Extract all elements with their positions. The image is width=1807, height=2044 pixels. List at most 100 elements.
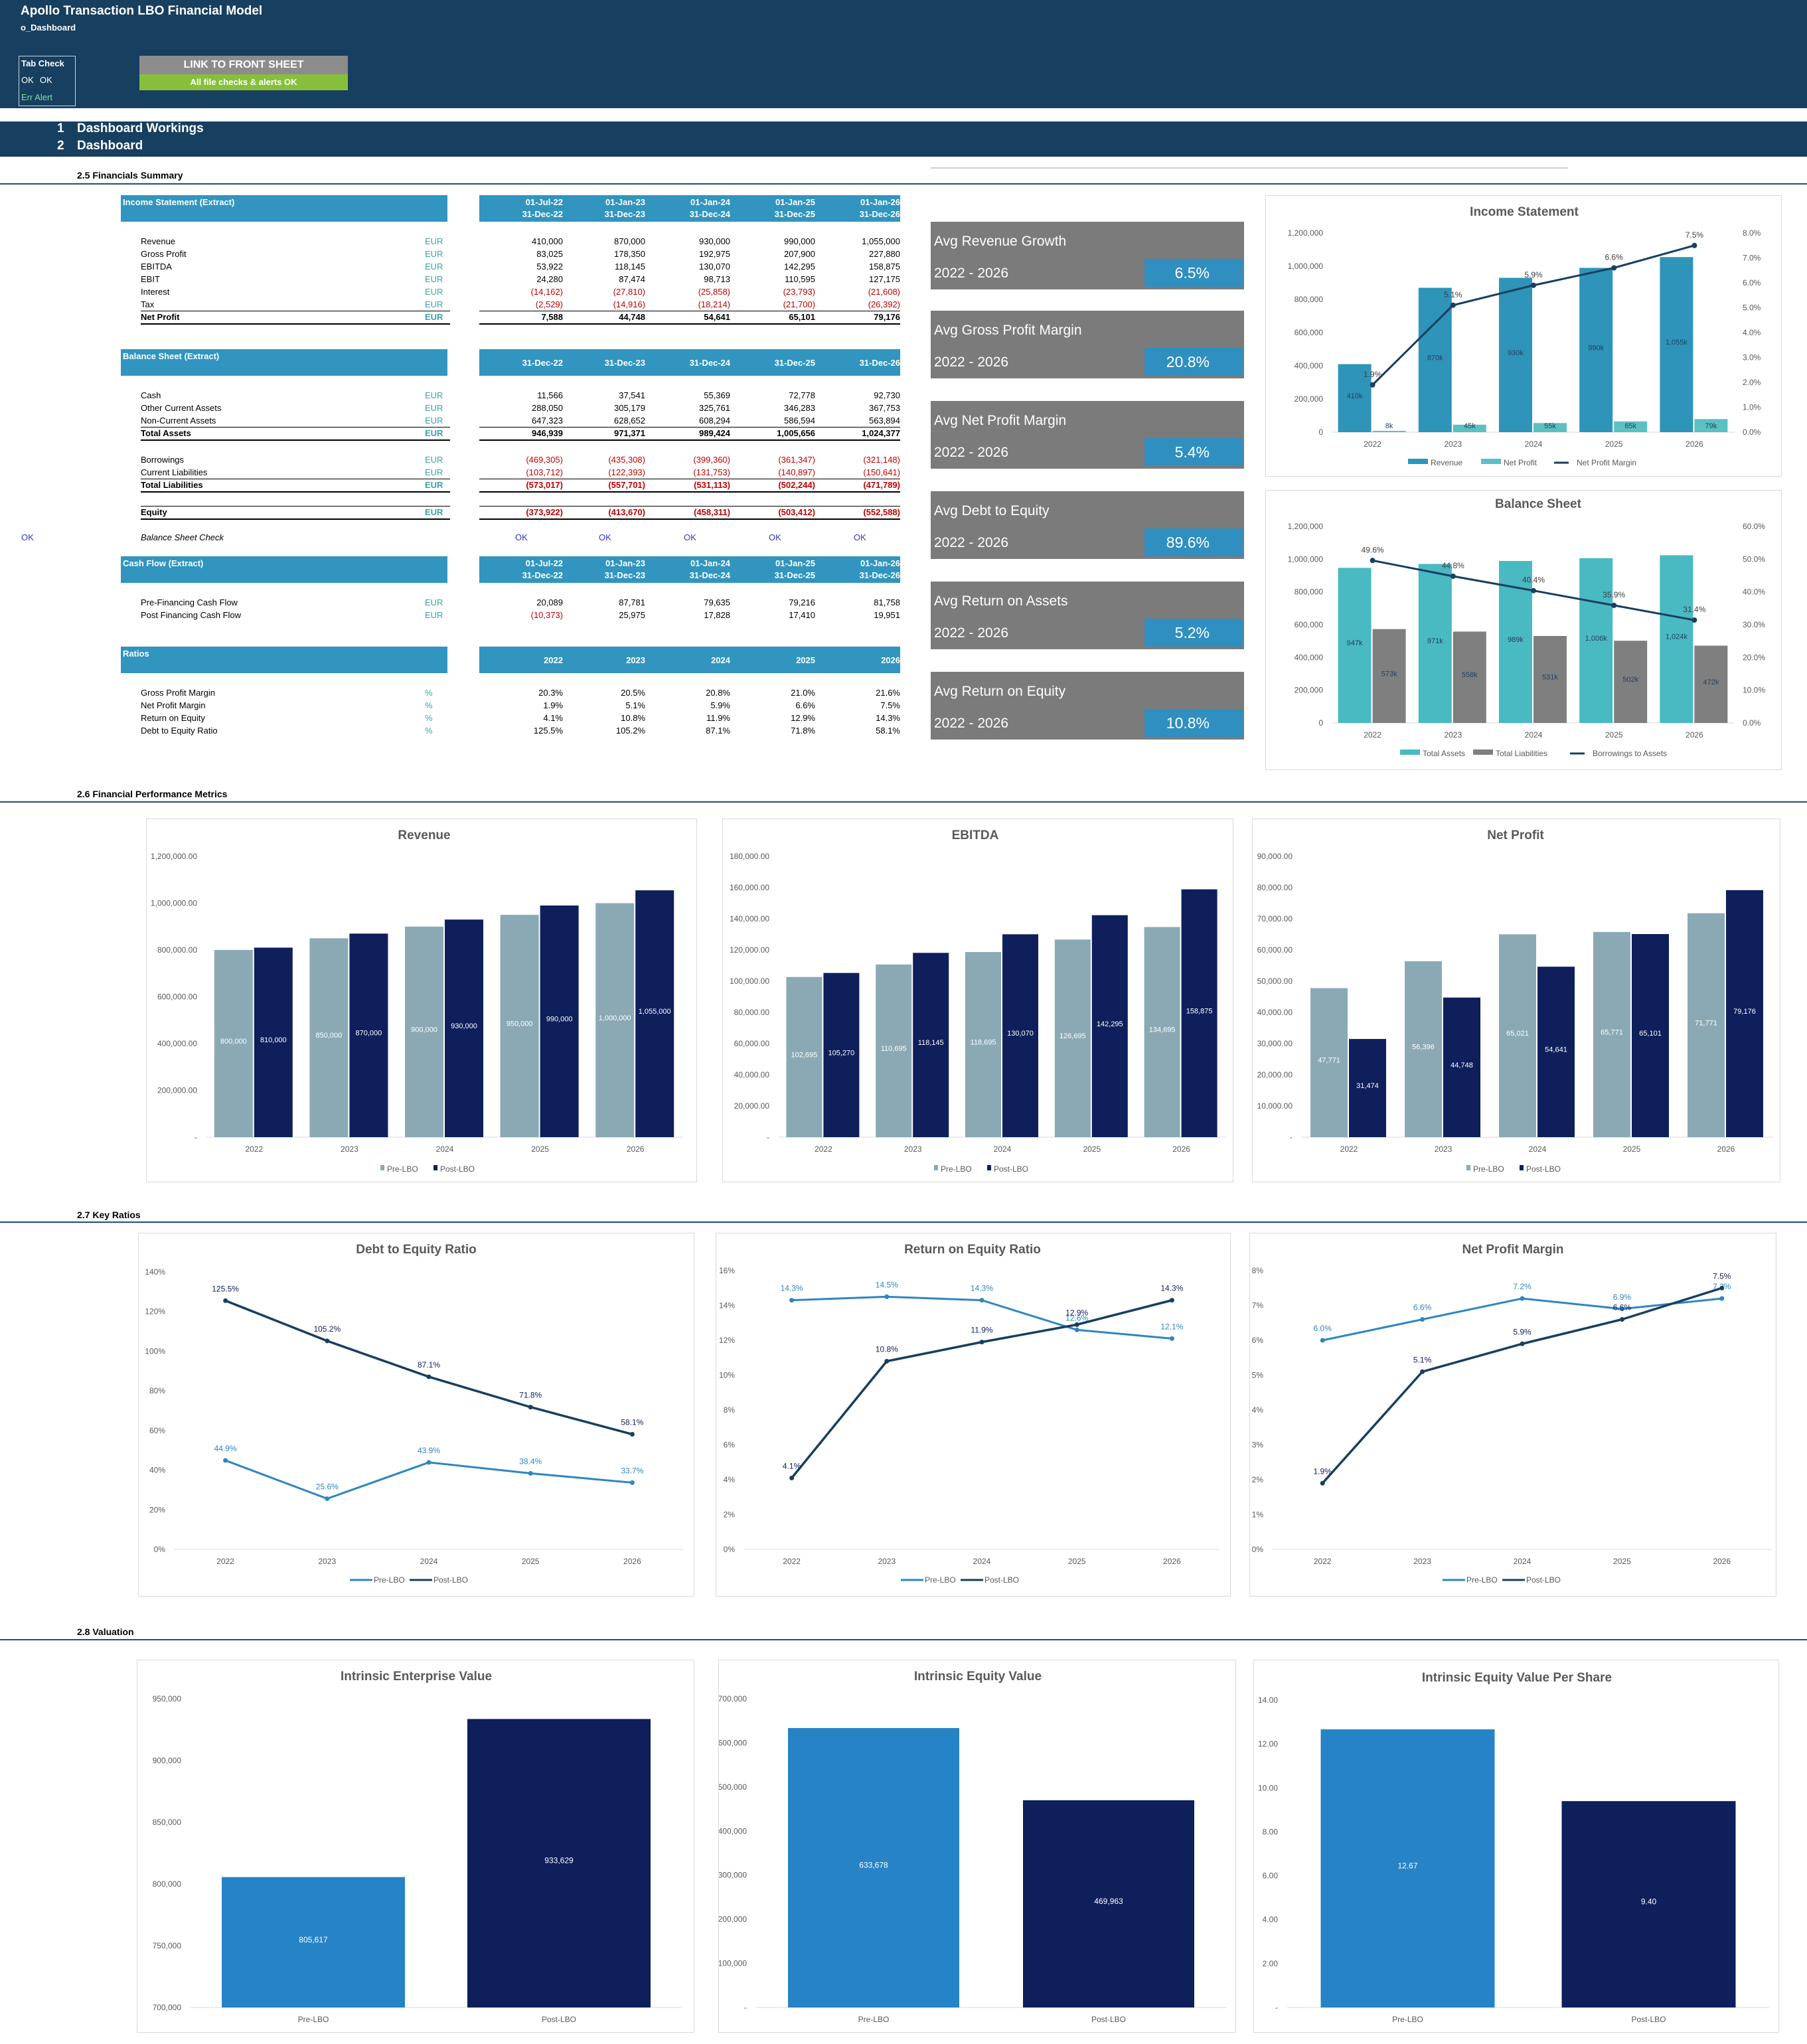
line-point — [979, 1298, 984, 1303]
table-cell: (471,789) — [863, 480, 900, 490]
income-statement-row-label: Revenue — [141, 236, 176, 246]
chart-title: Intrinsic Equity Value Per Share — [1422, 1671, 1612, 1685]
cash-flow-row: Post Financing Cash Flow EUR (10,373) 25,97… — [141, 610, 902, 622]
data-label: 870,000 — [356, 1030, 382, 1038]
bar — [1593, 931, 1630, 1137]
table-cell: (18,214) — [698, 299, 730, 309]
bar — [1320, 1729, 1495, 2007]
kpi-period: 2022 - 2026 — [934, 354, 1009, 370]
bar — [1537, 967, 1575, 1137]
link-to-front-sheet-button[interactable]: LINK TO FRONT SHEET — [139, 56, 348, 74]
bar — [1310, 988, 1348, 1137]
table-cell: 79,216 — [789, 597, 815, 607]
sheet-name: o_Dashboard — [21, 23, 76, 33]
table-cell: 20.8% — [706, 688, 730, 698]
unit-label: EUR — [425, 507, 443, 517]
data-label: 105.2% — [313, 1324, 341, 1334]
y-tick-label: 200,000 — [1295, 394, 1324, 404]
line-point — [325, 1338, 330, 1344]
y-tick-label: 20,000.00 — [734, 1101, 770, 1111]
y-tick-label: 600,000 — [1295, 328, 1324, 337]
kpi-tile: Avg Debt to Equity 2022 - 2026 89.6% — [931, 491, 1244, 559]
data-label: 1,024k — [1666, 633, 1688, 641]
table-cell: 12.9% — [791, 713, 815, 723]
data-label: 11.9% — [971, 1326, 992, 1335]
y-tick-label: 2% — [724, 1510, 736, 1520]
bar — [788, 1728, 959, 2007]
period-label: 2022 — [544, 655, 563, 665]
intrinsic-equity-value-chart: Intrinsic Equity Value - 100,000 200,000 300… — [718, 1660, 1236, 2033]
legend-label: Borrowings to Assets — [1593, 749, 1667, 758]
line-point — [1169, 1336, 1174, 1341]
y-tick-label: 100% — [145, 1346, 165, 1356]
data-label: 142,295 — [1097, 1020, 1123, 1028]
section-key-ratios: 2.7 Key Ratios — [77, 1210, 141, 1220]
bar — [540, 905, 579, 1137]
y-tick-label: 400,000.00 — [157, 1039, 197, 1048]
y2-tick-label: 30.0% — [1743, 620, 1765, 629]
rule — [141, 518, 450, 520]
income-statement-title-bar: Income Statement (Extract) — [121, 195, 447, 222]
kpi-tile: Avg Net Profit Margin 2022 - 2026 5.4% — [931, 401, 1244, 469]
period-start: 01-Jul-22 — [525, 558, 563, 568]
x-tick-label: 2026 — [1713, 1557, 1731, 1566]
bar — [1533, 423, 1567, 432]
nav-label: Dashboard Workings — [77, 121, 204, 135]
nav-dashboard-workings[interactable]: 1 Dashboard Workings — [0, 121, 1807, 139]
data-label: 38.4% — [519, 1456, 542, 1466]
bar — [1660, 555, 1693, 723]
y-tick-label: 1,000,000.00 — [151, 899, 197, 908]
table-cell: 367,753 — [869, 403, 900, 413]
debt-to-equity-chart: Debt to Equity Ratio 0% 20% 40% 60% 80% 100% 12… — [138, 1233, 694, 1597]
unit-label: EUR — [425, 287, 443, 297]
kpi-tile: Avg Revenue Growth 2022 - 2026 6.5% — [931, 222, 1244, 289]
y2-tick-label: 6.0% — [1743, 278, 1761, 287]
x-tick-label: 2026 — [1717, 1144, 1735, 1154]
bar — [1453, 631, 1486, 723]
line-point — [1169, 1298, 1174, 1303]
balance-sheet-row: Cash EUR 11,566 37,541 55,369 72,778 92,730 — [141, 390, 902, 402]
x-tick-label: 2023 — [878, 1557, 896, 1566]
period-start: 01-Jan-25 — [775, 558, 815, 568]
table-cell: 608,294 — [699, 416, 730, 426]
table-cell: (502,244) — [778, 480, 815, 490]
table-cell: 142,295 — [784, 262, 815, 272]
y-tick-label: 6% — [724, 1441, 736, 1450]
y2-tick-label: 4.0% — [1743, 328, 1761, 337]
data-label: 12.9% — [1065, 1308, 1088, 1317]
x-tick-label: Pre-LBO — [858, 2015, 890, 2024]
cash-flow-title: Cash Flow (Extract) — [123, 558, 204, 568]
cash-flow-row-label: Pre-Financing Cash Flow — [141, 597, 238, 607]
unit-label: EUR — [425, 312, 443, 322]
income-statement-row-label: Tax — [141, 299, 155, 309]
table-cell: 628,652 — [614, 416, 645, 426]
y2-tick-label: 50.0% — [1743, 554, 1765, 564]
kpi-value: 5.2% — [1144, 619, 1243, 647]
table-cell: 87,474 — [619, 274, 645, 284]
table-cell: (373,922) — [526, 507, 563, 517]
line-point — [1420, 1317, 1425, 1322]
ratios-title: Ratios — [123, 649, 149, 659]
y-tick-label: 2.00 — [1263, 1959, 1279, 1968]
legend-swatch — [433, 1165, 437, 1170]
bar — [1002, 934, 1038, 1137]
unit-label: EUR — [425, 480, 443, 490]
period-end: 31-Dec-26 — [859, 209, 900, 219]
data-label: 6.6% — [1613, 1303, 1632, 1312]
bar — [1091, 915, 1128, 1137]
table-cell: (321,148) — [863, 455, 900, 465]
y-tick-label: 50,000.00 — [1257, 977, 1293, 986]
period-start: 01-Jul-22 — [525, 197, 563, 207]
income-statement-chart: Income Statement 0 200,000 400,000 600,000 80… — [1265, 195, 1782, 477]
y-tick-label: - — [1290, 1133, 1293, 1142]
rule — [141, 439, 450, 441]
y-tick-label: 60,000.00 — [1257, 945, 1293, 955]
table-cell: 1,024,377 — [862, 428, 900, 438]
data-label: 1.9% — [1314, 1466, 1332, 1476]
bar — [309, 938, 349, 1137]
balance-sheet-row-label: Total Assets — [141, 428, 191, 438]
nav-dashboard[interactable]: 2 Dashboard — [0, 139, 1807, 157]
balance-check-ok: OK — [599, 532, 611, 542]
line-point — [223, 1298, 228, 1303]
nav-number: 1 — [57, 121, 64, 135]
